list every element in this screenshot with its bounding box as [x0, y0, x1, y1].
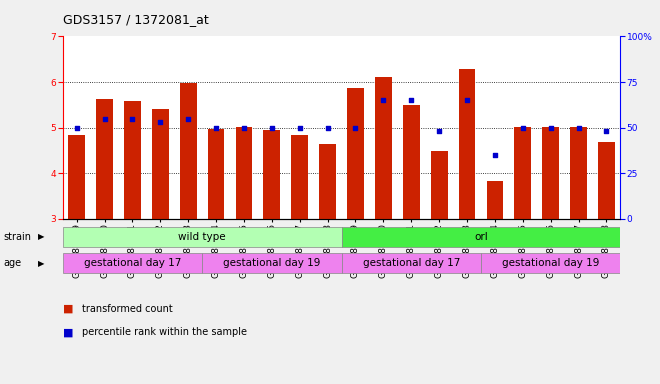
Text: age: age — [3, 258, 21, 268]
Text: GDS3157 / 1372081_at: GDS3157 / 1372081_at — [63, 13, 209, 26]
Point — [378, 97, 389, 103]
Point — [294, 124, 305, 131]
Text: percentile rank within the sample: percentile rank within the sample — [82, 327, 248, 337]
Bar — [68, 134, 85, 219]
Bar — [180, 83, 197, 219]
Text: orl: orl — [474, 232, 488, 242]
Point — [490, 152, 500, 158]
Bar — [347, 88, 364, 219]
Text: gestational day 17: gestational day 17 — [362, 258, 460, 268]
Text: ▶: ▶ — [38, 232, 45, 241]
Bar — [152, 109, 169, 219]
Text: transformed count: transformed count — [82, 304, 173, 314]
Bar — [514, 127, 531, 219]
Point — [601, 128, 612, 134]
Point — [127, 116, 138, 122]
Bar — [486, 182, 504, 219]
Bar — [124, 101, 141, 219]
Text: wild type: wild type — [178, 232, 226, 242]
Bar — [263, 131, 280, 219]
Point — [155, 119, 166, 125]
Bar — [96, 99, 113, 219]
Text: gestational day 17: gestational day 17 — [84, 258, 181, 268]
Bar — [63, 253, 202, 273]
Point — [350, 124, 361, 131]
Point — [574, 124, 584, 131]
Bar — [342, 227, 620, 247]
Point — [434, 128, 444, 134]
Bar — [63, 227, 342, 247]
Text: ▶: ▶ — [38, 259, 45, 268]
Point — [517, 124, 528, 131]
Point — [71, 124, 82, 131]
Bar — [291, 135, 308, 219]
Bar — [202, 253, 342, 273]
Bar — [598, 142, 615, 219]
Bar — [375, 77, 392, 219]
Point — [545, 124, 556, 131]
Text: ■: ■ — [63, 304, 73, 314]
Text: gestational day 19: gestational day 19 — [223, 258, 321, 268]
Text: strain: strain — [3, 232, 31, 242]
Point — [99, 116, 110, 122]
Point — [322, 124, 333, 131]
Bar — [403, 105, 420, 219]
Bar — [342, 253, 481, 273]
Text: ■: ■ — [63, 327, 73, 337]
Text: gestational day 19: gestational day 19 — [502, 258, 599, 268]
Bar — [543, 127, 559, 219]
Bar — [481, 253, 620, 273]
Bar — [431, 151, 447, 219]
Point — [211, 124, 221, 131]
Bar — [570, 127, 587, 219]
Point — [267, 124, 277, 131]
Bar — [236, 127, 252, 219]
Bar — [208, 129, 224, 219]
Bar — [459, 70, 475, 219]
Point — [183, 116, 193, 122]
Point — [406, 97, 416, 103]
Point — [239, 124, 249, 131]
Point — [462, 97, 473, 103]
Bar — [319, 144, 336, 219]
